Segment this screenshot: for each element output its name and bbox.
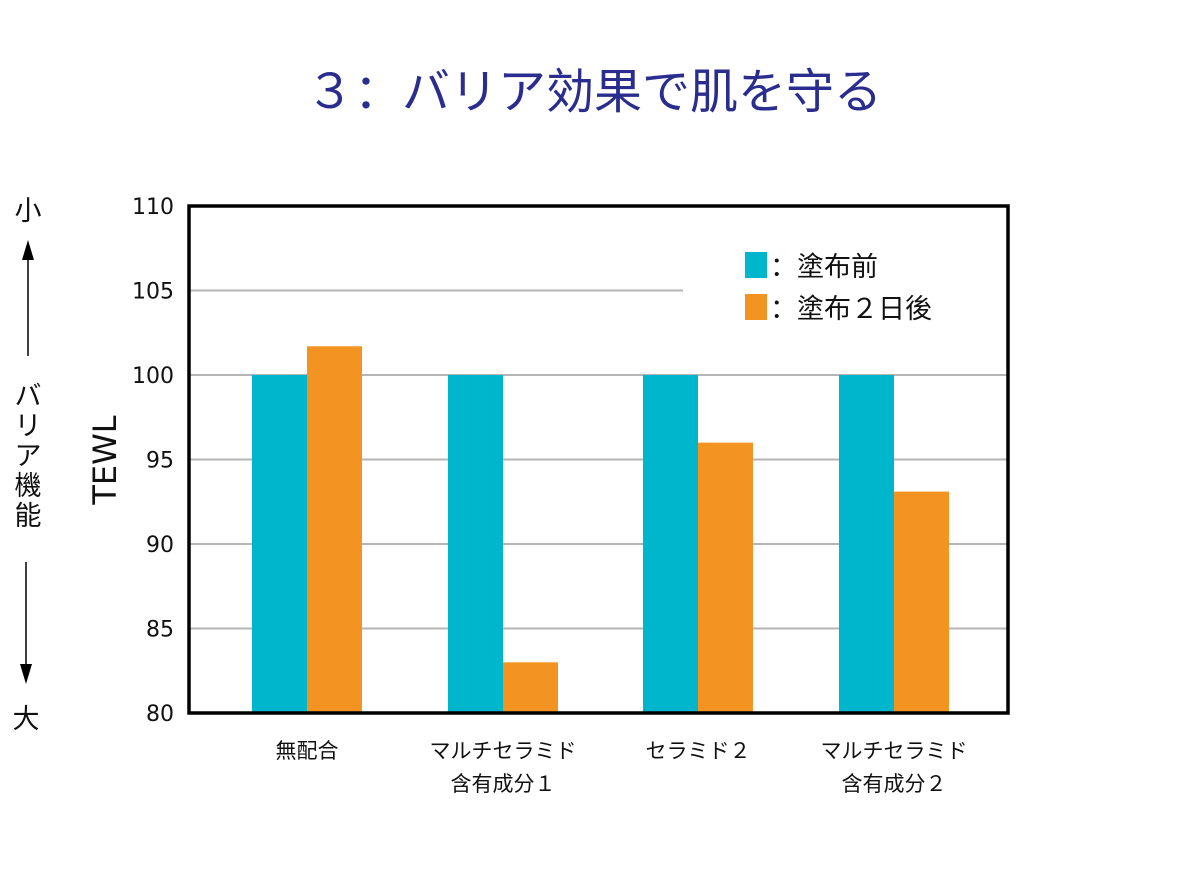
- arrow-up-head-icon: [22, 240, 34, 260]
- y-tick-label: 95: [146, 449, 174, 474]
- legend-swatch: [745, 252, 767, 278]
- bar-after: [307, 346, 362, 713]
- x-category-label: マルチセラミド: [821, 739, 968, 763]
- y-tick-label: 105: [132, 280, 174, 305]
- y-tick-label: 90: [146, 533, 174, 558]
- legend-label: ：塗布前: [770, 252, 878, 283]
- side-label-barrier: リ: [15, 411, 42, 442]
- side-label-large: 大: [13, 704, 40, 735]
- legend-label: ：塗布２日後: [770, 294, 932, 325]
- x-category-label: 無配合: [276, 739, 339, 763]
- plot-frame: [187, 204, 1010, 715]
- side-label-barrier: バ: [15, 381, 42, 412]
- y-tick-label: 80: [146, 702, 174, 727]
- x-category-label: 含有成分１: [451, 772, 556, 796]
- bar-after: [894, 491, 949, 713]
- side-label-barrier: ア: [15, 441, 42, 472]
- y-axis-label: TEWL: [86, 415, 124, 505]
- side-label-barrier: 機: [15, 471, 42, 502]
- bar-before: [643, 375, 698, 713]
- y-tick-label: 100: [132, 364, 174, 389]
- y-tick-label: 110: [132, 195, 174, 220]
- bar-before: [839, 375, 894, 713]
- bar-before: [448, 375, 503, 713]
- bar-before: [252, 375, 307, 713]
- side-label-barrier: 能: [15, 501, 42, 532]
- chart-title: ３：バリア効果で肌を守る: [306, 64, 882, 120]
- x-category-label: マルチセラミド: [430, 739, 577, 763]
- y-tick-label: 85: [146, 618, 174, 643]
- x-category-label: 含有成分２: [842, 772, 947, 796]
- side-label-small: 小: [15, 196, 42, 227]
- x-category-label: セラミド２: [646, 739, 751, 763]
- bar-after: [503, 662, 558, 713]
- arrow-down-head-icon: [20, 664, 32, 684]
- bar-after: [698, 442, 753, 713]
- legend-swatch: [745, 294, 767, 320]
